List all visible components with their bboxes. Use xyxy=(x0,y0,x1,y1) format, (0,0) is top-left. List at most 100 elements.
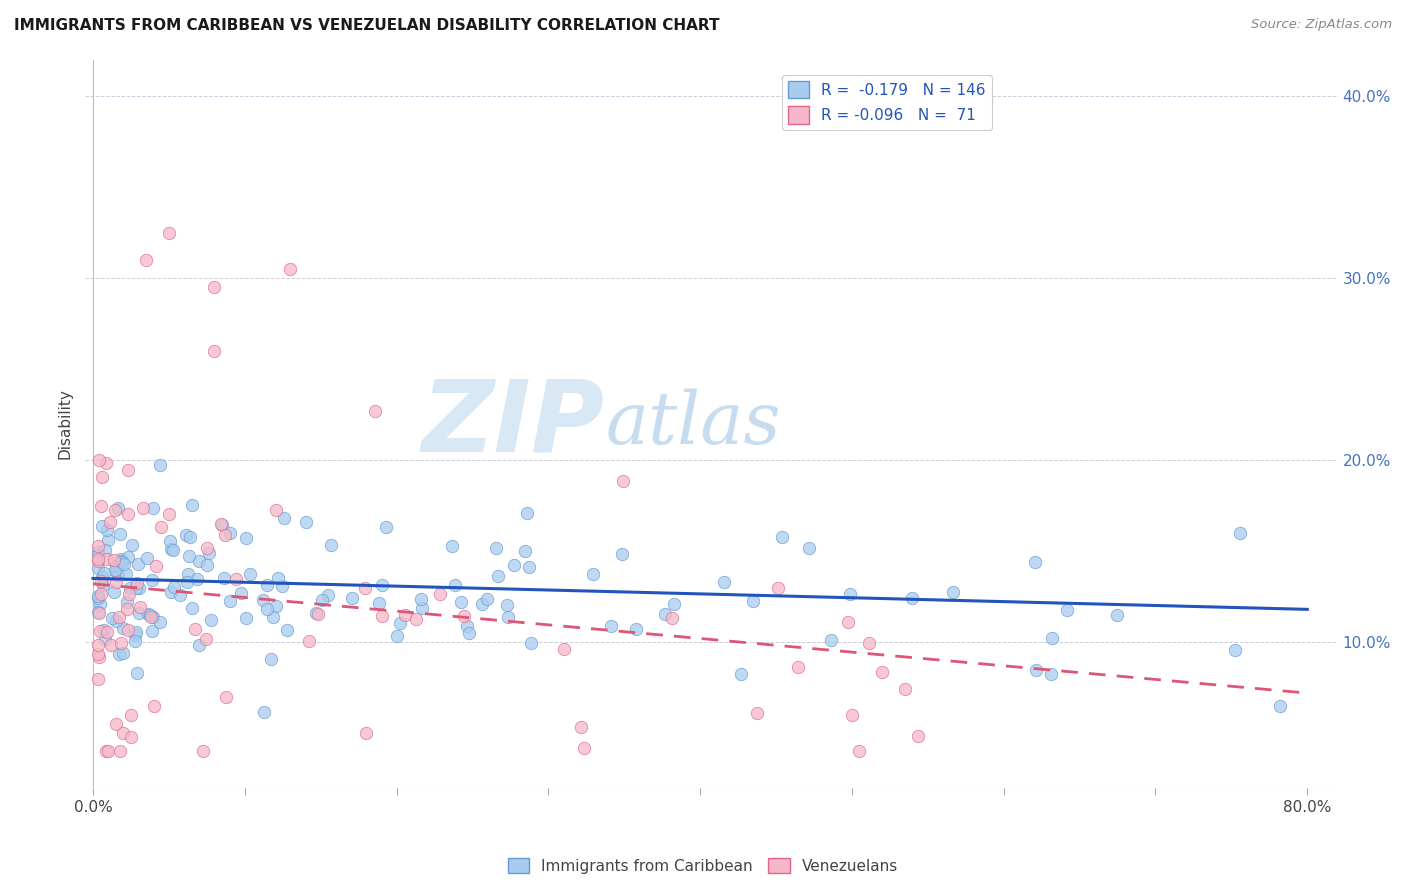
Point xyxy=(486,569,509,583)
Point xyxy=(169,588,191,602)
Point xyxy=(105,575,128,590)
Point xyxy=(86,539,108,553)
Point xyxy=(157,226,180,240)
Point xyxy=(520,636,543,650)
Point xyxy=(260,651,283,665)
Point xyxy=(1024,555,1046,569)
Point xyxy=(142,501,165,516)
Point xyxy=(599,619,621,633)
Point xyxy=(858,636,880,650)
Point xyxy=(730,667,752,681)
Point xyxy=(218,526,240,541)
Point xyxy=(235,611,257,625)
Point xyxy=(298,634,321,648)
Point xyxy=(839,587,862,601)
Legend: Immigrants from Caribbean, Venezuelans: Immigrants from Caribbean, Venezuelans xyxy=(502,852,904,880)
Point xyxy=(105,566,128,580)
Text: IMMIGRANTS FROM CARIBBEAN VS VENEZUELAN DISABILITY CORRELATION CHART: IMMIGRANTS FROM CARIBBEAN VS VENEZUELAN … xyxy=(14,18,720,33)
Point xyxy=(97,744,120,758)
Point xyxy=(174,528,197,542)
Point xyxy=(198,546,221,560)
Point xyxy=(612,474,634,488)
Point xyxy=(766,581,789,595)
Point xyxy=(837,615,859,630)
Point xyxy=(253,705,276,719)
Point xyxy=(496,610,519,624)
Point xyxy=(96,523,118,537)
Point xyxy=(91,519,114,533)
Point xyxy=(86,554,108,568)
Point xyxy=(157,508,180,522)
Point xyxy=(318,589,340,603)
Point xyxy=(273,511,295,525)
Point xyxy=(375,520,398,534)
Point xyxy=(117,595,139,609)
Point xyxy=(86,647,108,661)
Point xyxy=(517,560,540,574)
Point xyxy=(94,543,117,558)
Point xyxy=(340,591,363,605)
Point xyxy=(202,343,225,358)
Point xyxy=(180,601,202,615)
Point xyxy=(195,558,218,572)
Point xyxy=(94,744,117,758)
Point xyxy=(97,533,120,547)
Point xyxy=(90,570,112,584)
Point xyxy=(149,520,172,534)
Point xyxy=(371,609,394,624)
Point xyxy=(115,567,138,582)
Point xyxy=(662,598,685,612)
Point xyxy=(112,726,135,740)
Point xyxy=(256,578,278,592)
Point xyxy=(388,615,411,630)
Point xyxy=(225,572,247,586)
Point xyxy=(89,607,111,621)
Point xyxy=(110,552,132,566)
Point xyxy=(124,634,146,648)
Point xyxy=(211,517,233,532)
Point xyxy=(110,554,132,568)
Point xyxy=(770,530,793,544)
Point xyxy=(797,541,820,555)
Point xyxy=(128,606,150,620)
Point xyxy=(942,584,965,599)
Point xyxy=(1025,663,1047,677)
Point xyxy=(458,626,481,640)
Point xyxy=(193,744,215,758)
Point xyxy=(90,499,112,513)
Point xyxy=(311,593,333,607)
Point xyxy=(145,559,167,574)
Point xyxy=(135,550,157,565)
Point xyxy=(127,557,149,571)
Point xyxy=(569,720,592,734)
Point xyxy=(135,252,157,267)
Point xyxy=(195,541,218,555)
Point xyxy=(502,558,524,572)
Point xyxy=(104,563,127,577)
Point xyxy=(107,500,129,515)
Point xyxy=(87,453,110,467)
Point xyxy=(159,534,181,549)
Point xyxy=(820,632,842,647)
Point xyxy=(354,581,377,595)
Point xyxy=(624,622,647,636)
Point xyxy=(128,581,150,595)
Point xyxy=(187,638,209,652)
Point xyxy=(239,566,262,581)
Point xyxy=(110,744,132,758)
Point xyxy=(582,567,605,582)
Point xyxy=(215,690,238,705)
Point xyxy=(1229,525,1251,540)
Point xyxy=(118,587,141,601)
Point xyxy=(450,594,472,608)
Point xyxy=(188,554,211,568)
Point xyxy=(125,624,148,639)
Point xyxy=(110,636,132,650)
Point xyxy=(256,602,278,616)
Point xyxy=(132,500,155,515)
Point xyxy=(120,708,142,723)
Point xyxy=(118,582,141,596)
Point xyxy=(93,566,115,581)
Point xyxy=(307,607,329,621)
Point xyxy=(485,541,508,556)
